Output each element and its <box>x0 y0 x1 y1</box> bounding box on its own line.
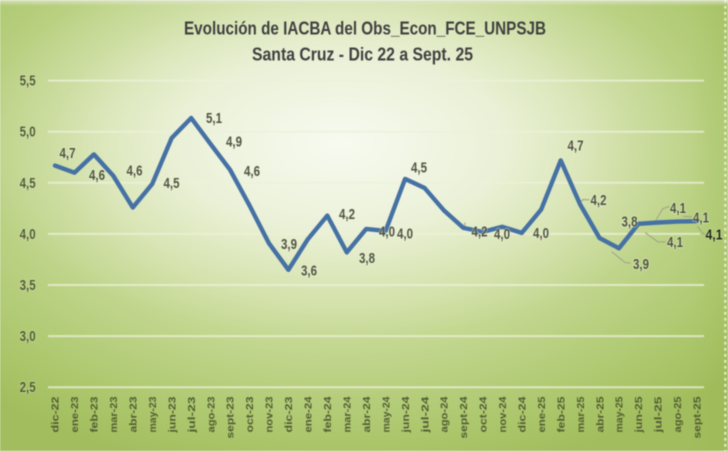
svg-text:ago-25: ago-25 <box>672 396 684 432</box>
svg-text:may-24: may-24 <box>380 396 392 432</box>
svg-text:4,2: 4,2 <box>591 193 607 209</box>
svg-text:4,2: 4,2 <box>339 207 355 223</box>
svg-text:4,1: 4,1 <box>706 228 723 244</box>
svg-text:4,0: 4,0 <box>397 226 413 242</box>
svg-text:mar-23: mar-23 <box>108 396 120 432</box>
svg-text:3,0: 3,0 <box>20 329 36 345</box>
svg-text:4,6: 4,6 <box>127 163 143 179</box>
svg-text:4,9: 4,9 <box>226 134 242 150</box>
svg-text:oct-23: oct-23 <box>244 396 256 432</box>
svg-text:ene-25: ene-25 <box>536 396 548 432</box>
svg-text:ene-24: ene-24 <box>303 396 315 432</box>
svg-text:dic-22: dic-22 <box>50 396 62 432</box>
svg-text:3,8: 3,8 <box>359 251 375 267</box>
svg-text:mar-24: mar-24 <box>342 396 354 432</box>
svg-text:abr-24: abr-24 <box>361 396 373 432</box>
svg-text:oct-24: oct-24 <box>478 396 490 432</box>
svg-text:2,5: 2,5 <box>20 380 36 396</box>
svg-text:Santa Cruz - Dic 22 a Sept. 25: Santa Cruz - Dic 22 a Sept. 25 <box>252 45 473 65</box>
svg-text:4,6: 4,6 <box>244 164 260 180</box>
svg-text:4,7: 4,7 <box>60 146 76 162</box>
svg-text:jul-23: jul-23 <box>186 396 198 434</box>
svg-text:jun-24: jun-24 <box>400 396 412 433</box>
svg-text:feb-25: feb-25 <box>555 396 567 432</box>
svg-text:3,8: 3,8 <box>622 214 638 230</box>
svg-text:ago-24: ago-24 <box>439 396 451 432</box>
svg-text:4,0: 4,0 <box>533 226 549 242</box>
svg-text:abr-25: abr-25 <box>594 396 606 432</box>
svg-text:4,5: 4,5 <box>164 176 180 192</box>
svg-text:ago-23: ago-23 <box>205 396 217 432</box>
svg-text:feb-23: feb-23 <box>89 396 101 432</box>
svg-text:jun-25: jun-25 <box>633 396 645 433</box>
svg-text:4,1: 4,1 <box>667 235 683 251</box>
svg-text:nov-23: nov-23 <box>264 396 276 432</box>
svg-text:3,9: 3,9 <box>633 257 649 273</box>
svg-text:may-23: may-23 <box>147 396 159 432</box>
svg-text:4,6: 4,6 <box>89 168 105 184</box>
svg-text:ene-23: ene-23 <box>69 396 81 432</box>
svg-text:dic-24: dic-24 <box>517 396 529 432</box>
svg-text:5,5: 5,5 <box>20 74 36 90</box>
svg-text:jun-23: jun-23 <box>166 396 178 433</box>
svg-text:4,2: 4,2 <box>472 224 488 240</box>
svg-text:4,0: 4,0 <box>20 227 36 243</box>
svg-text:sept-23: sept-23 <box>225 396 237 438</box>
svg-text:jul-25: jul-25 <box>653 396 665 434</box>
svg-text:sept-25: sept-25 <box>692 396 704 438</box>
svg-text:3,5: 3,5 <box>20 278 36 294</box>
svg-text:mar-25: mar-25 <box>575 396 587 432</box>
svg-text:4,1: 4,1 <box>693 210 709 226</box>
svg-text:feb-24: feb-24 <box>322 396 334 432</box>
svg-text:3,9: 3,9 <box>281 237 297 253</box>
svg-text:4,7: 4,7 <box>568 138 584 154</box>
svg-text:Evolución de IACBA del Obs_Eco: Evolución de IACBA del Obs_Econ_FCE_UNPS… <box>184 19 546 39</box>
svg-text:dic-23: dic-23 <box>283 396 295 432</box>
svg-text:4,5: 4,5 <box>411 160 427 176</box>
svg-text:4,5: 4,5 <box>20 176 36 192</box>
svg-text:may-25: may-25 <box>614 396 626 432</box>
svg-text:4,0: 4,0 <box>379 224 395 240</box>
svg-text:sept-24: sept-24 <box>458 396 470 438</box>
svg-text:5,1: 5,1 <box>206 111 222 127</box>
svg-text:4,0: 4,0 <box>494 227 510 243</box>
svg-text:abr-23: abr-23 <box>128 396 140 432</box>
svg-text:5,0: 5,0 <box>20 125 36 141</box>
svg-text:3,6: 3,6 <box>301 263 317 279</box>
svg-text:jul-24: jul-24 <box>419 396 431 434</box>
svg-text:nov-24: nov-24 <box>497 396 509 432</box>
svg-text:4,1: 4,1 <box>670 201 686 217</box>
